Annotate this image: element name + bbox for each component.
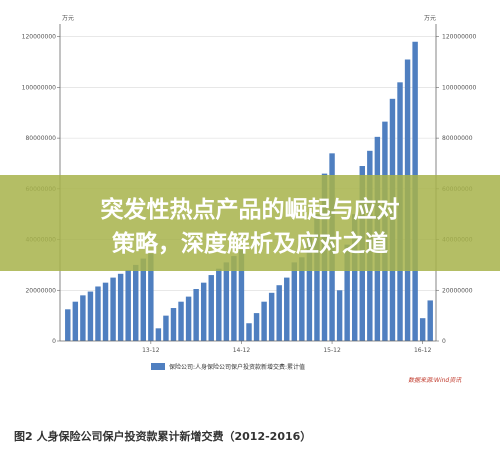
bar	[427, 300, 433, 341]
banner-title-line1: 突发性热点产品的崛起与应对	[101, 196, 400, 223]
bar	[155, 328, 162, 341]
bar	[306, 237, 313, 341]
y-tick-label-left: 0	[52, 338, 56, 345]
y-tick-label-left: 80000000	[25, 135, 56, 142]
bar	[261, 301, 267, 341]
y-tick-label-right: 0	[442, 338, 446, 345]
bar	[102, 282, 109, 341]
bar	[223, 262, 230, 341]
y-tick-label-right: 80000000	[442, 135, 473, 142]
legend-swatch	[151, 363, 165, 370]
x-tick-labels: 13-12 14-12 15-12 16-12	[142, 341, 432, 354]
bar	[65, 309, 71, 341]
bar	[140, 258, 147, 341]
bar	[72, 301, 79, 341]
bar	[238, 249, 245, 341]
bar	[344, 244, 350, 341]
y-tick-label-right: 120000000	[442, 34, 477, 41]
y-tick-label-right: 20000000	[442, 287, 473, 294]
bar	[87, 291, 94, 341]
bar	[216, 268, 222, 341]
source-note: 数据来源:Wind资讯	[408, 376, 462, 384]
legend: 保险公司:人身保险公司保户投资款新增交费:累计值	[151, 363, 305, 371]
bar	[253, 313, 260, 341]
y-tick-label-right: 100000000	[442, 84, 477, 91]
bar	[284, 277, 290, 341]
bar	[208, 275, 214, 341]
bar	[351, 214, 358, 341]
bar	[200, 282, 207, 341]
bar	[268, 292, 275, 341]
bar	[117, 273, 124, 341]
y-tick-label-left: 120000000	[22, 34, 57, 41]
banner-title-line2: 策略，深度解析及应对之道	[112, 230, 388, 257]
bar	[193, 289, 199, 341]
unit-label-left: 万元	[62, 15, 74, 22]
bar	[246, 323, 252, 341]
bar	[178, 301, 184, 341]
bar	[185, 296, 192, 341]
bar	[95, 286, 101, 341]
figure-caption: 图2 人身保险公司保户投资款累计新增交费（2012-2016）	[14, 429, 311, 443]
x-tick-label: 14-12	[233, 347, 251, 354]
x-tick-label: 16-12	[414, 347, 432, 354]
bar	[163, 315, 169, 341]
bar	[276, 285, 282, 341]
bar	[133, 264, 139, 341]
x-tick-label: 15-12	[323, 347, 341, 354]
bar	[419, 318, 426, 341]
bar	[299, 257, 305, 341]
bar	[110, 277, 116, 341]
bar	[291, 262, 298, 341]
y-tick-label-left: 100000000	[22, 84, 57, 91]
bar	[336, 290, 343, 341]
bar	[80, 295, 86, 341]
bar	[231, 256, 237, 341]
bar	[314, 214, 320, 341]
y-tick-label-left: 20000000	[25, 287, 56, 294]
bar	[148, 253, 154, 341]
bar	[125, 269, 131, 341]
legend-label: 保险公司:人身保险公司保户投资款新增交费:累计值	[169, 363, 305, 371]
bar	[170, 308, 177, 341]
title-banner	[0, 175, 500, 271]
x-tick-label: 13-12	[142, 347, 160, 354]
unit-label-right: 万元	[424, 15, 436, 22]
